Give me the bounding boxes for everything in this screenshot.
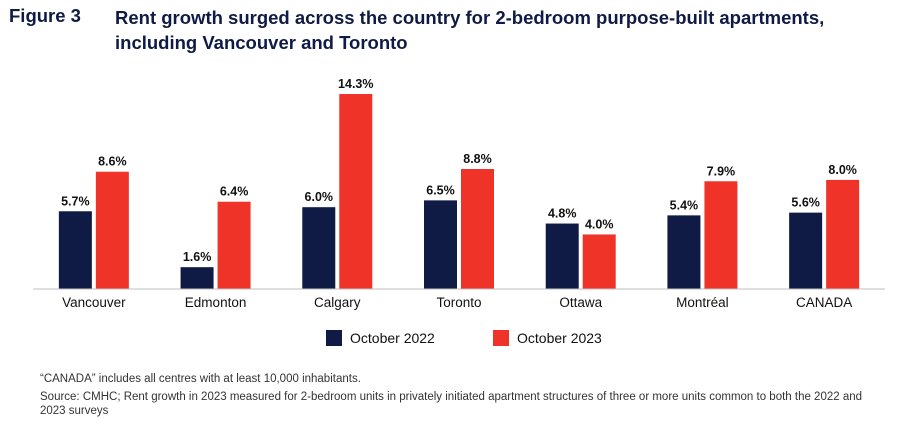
- data-label-calgary-october-2023: 14.3%: [338, 77, 373, 91]
- category-label-canada: CANADA: [796, 295, 852, 310]
- bar-edmonton-october-2023: [217, 201, 251, 289]
- bar-calgary-october-2022: [302, 207, 336, 289]
- category-label-montreal: Montréal: [676, 295, 729, 310]
- legend-swatch-october-2022: [326, 330, 342, 346]
- bar-montreal-october-2022: [667, 215, 701, 289]
- legend: October 2022 October 2023: [0, 330, 910, 350]
- data-label-toronto-october-2023: 8.8%: [463, 152, 492, 166]
- category-label-ottawa: Ottawa: [559, 295, 602, 310]
- bar-canada-october-2022: [789, 212, 823, 289]
- legend-item-october-2022: October 2022: [326, 330, 435, 346]
- legend-label-october-2023: October 2023: [517, 330, 602, 346]
- bar-toronto-october-2022: [424, 200, 457, 289]
- bar-toronto-october-2023: [461, 169, 494, 289]
- category-label-toronto: Toronto: [436, 295, 481, 310]
- data-label-calgary-october-2022: 6.0%: [305, 190, 334, 204]
- data-label-vancouver-october-2023: 8.6%: [98, 155, 127, 169]
- bar-ottawa-october-2022: [545, 223, 579, 289]
- category-label-edmonton: Edmonton: [185, 295, 247, 310]
- legend-swatch-october-2023: [493, 330, 509, 346]
- source-note: Source: CMHC; Rent growth in 2023 measur…: [40, 391, 863, 417]
- data-label-canada-october-2023: 8.0%: [828, 163, 857, 177]
- chart-title: Rent growth surged across the country fo…: [115, 7, 825, 53]
- bar-edmonton-october-2022: [180, 267, 214, 289]
- category-label-calgary: Calgary: [314, 295, 361, 310]
- footnote: “CANADA” includes all centres with at le…: [40, 373, 361, 385]
- legend-label-october-2022: October 2022: [350, 330, 435, 346]
- bar-ottawa-october-2023: [582, 234, 616, 289]
- data-label-edmonton-october-2022: 1.6%: [183, 250, 212, 264]
- bar-montreal-october-2023: [704, 181, 738, 289]
- data-label-ottawa-october-2023: 4.0%: [585, 217, 614, 231]
- data-label-ottawa-october-2022: 4.8%: [548, 207, 577, 221]
- data-label-montreal-october-2022: 5.4%: [670, 198, 699, 212]
- bar-calgary-october-2023: [339, 94, 373, 289]
- data-label-edmonton-october-2023: 6.4%: [220, 185, 249, 199]
- data-label-toronto-october-2022: 6.5%: [426, 183, 455, 197]
- bar-chart: 5.7% 8.6% Vancouver 1.6% 6.4% Edmonton 6.0% 14.…: [33, 77, 885, 310]
- bar-vancouver-october-2022: [58, 211, 92, 289]
- bar-canada-october-2023: [826, 179, 860, 289]
- data-label-vancouver-october-2022: 5.7%: [61, 194, 90, 208]
- bar-vancouver-october-2023: [95, 171, 129, 289]
- data-label-montreal-october-2023: 7.9%: [707, 164, 736, 178]
- data-label-canada-october-2022: 5.6%: [791, 196, 820, 210]
- category-label-vancouver: Vancouver: [62, 295, 126, 310]
- chart-notes: “CANADA” includes all centres with at le…: [40, 372, 880, 422]
- figure-label: Figure 3: [9, 5, 81, 26]
- legend-item-october-2023: October 2023: [493, 330, 602, 346]
